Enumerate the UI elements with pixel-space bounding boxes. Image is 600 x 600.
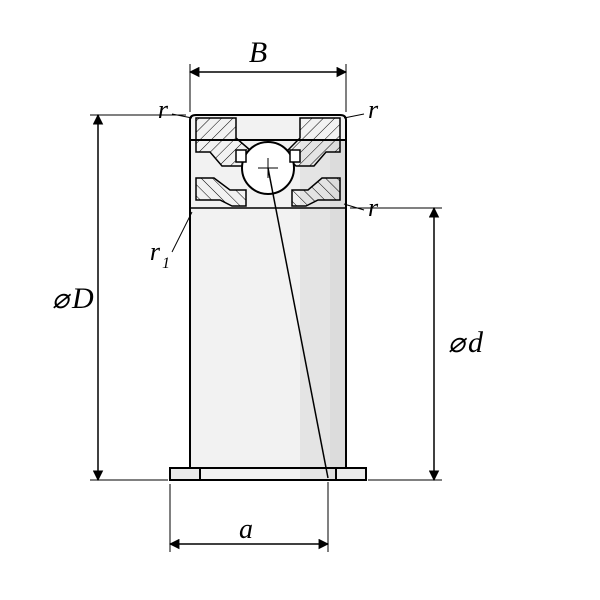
label-d: d bbox=[468, 326, 484, 359]
flange-right bbox=[336, 468, 366, 480]
cage-tab-left bbox=[236, 150, 246, 162]
label-a: a bbox=[239, 514, 253, 545]
label-d-group: ⌀ d bbox=[448, 326, 484, 359]
label-r-top-left: r bbox=[158, 95, 169, 124]
label-D-group: ⌀ D bbox=[52, 282, 94, 315]
label-B: B bbox=[249, 36, 267, 69]
cage-tab-right bbox=[290, 150, 300, 162]
label-d-prefix: ⌀ bbox=[448, 328, 468, 359]
label-r-top-right: r bbox=[368, 95, 379, 124]
label-D: D bbox=[71, 282, 94, 315]
leader-r-tr bbox=[344, 114, 364, 118]
label-r1-group: r 1 bbox=[150, 237, 170, 272]
flange-left bbox=[170, 468, 200, 480]
bearing-cross-section-diagram: B r r r r 1 ⌀ D ⌀ d a bbox=[0, 0, 600, 600]
label-r1-sub: 1 bbox=[162, 255, 170, 272]
label-r1: r bbox=[150, 237, 161, 266]
label-D-prefix: ⌀ bbox=[52, 284, 72, 315]
